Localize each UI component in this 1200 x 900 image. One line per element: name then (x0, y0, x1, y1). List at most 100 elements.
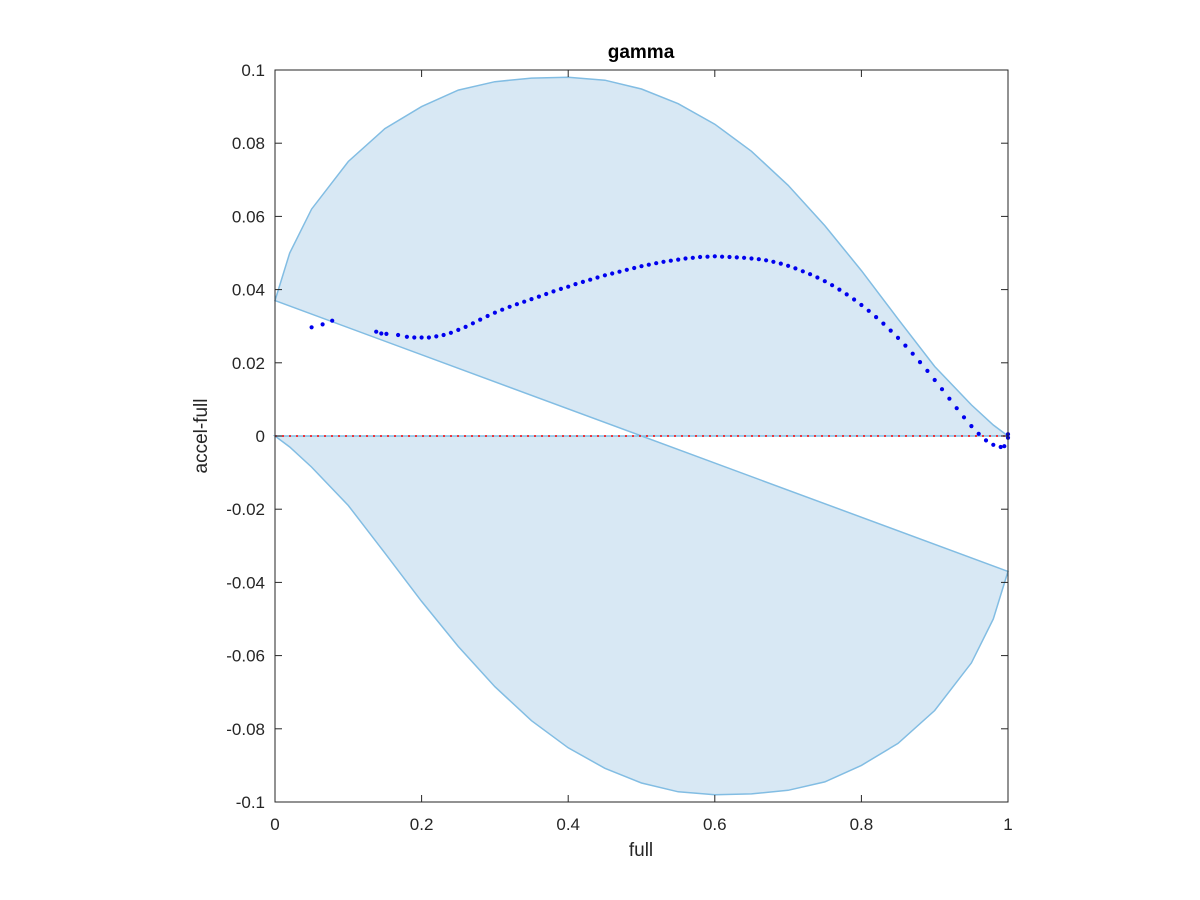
data-point (661, 259, 666, 264)
data-point (566, 284, 571, 289)
y-tick-label: 0 (256, 427, 265, 446)
data-point (485, 313, 490, 319)
data-point (610, 271, 615, 276)
data-point (925, 368, 930, 373)
data-point (712, 254, 717, 259)
y-tick-label: -0.1 (236, 793, 265, 812)
data-point (800, 269, 805, 274)
data-point (852, 297, 857, 302)
data-point (786, 263, 791, 268)
data-point (749, 256, 754, 261)
data-point (507, 304, 512, 309)
data-point (602, 273, 608, 278)
data-point (859, 302, 864, 308)
data-point (991, 442, 996, 447)
data-point (624, 267, 629, 272)
data-point (917, 360, 923, 365)
data-point (771, 259, 776, 264)
data-point (529, 297, 534, 302)
data-point (588, 277, 593, 282)
data-point (374, 329, 379, 334)
data-point (983, 438, 989, 443)
data-point (690, 255, 695, 260)
y-tick-label: 0.04 (232, 281, 265, 300)
data-point (910, 351, 915, 356)
data-point (379, 331, 384, 336)
data-point (764, 258, 769, 263)
points-layer (309, 254, 1011, 450)
data-point (441, 332, 446, 338)
x-tick-label: 0.2 (410, 815, 434, 834)
x-tick-label: 0.6 (703, 815, 727, 834)
y-tick-label: -0.08 (226, 720, 265, 739)
data-point (676, 257, 681, 262)
data-point (384, 331, 389, 336)
data-point (830, 283, 835, 288)
data-point (954, 406, 959, 411)
y-tick-label: 0.1 (241, 61, 265, 80)
data-point (961, 415, 967, 420)
tick-labels-layer: 0 0.2 0.4 0.6 0.8 1 0.1 0.08 0.06 0.04 0.02 0 -0.02 -… (226, 61, 1012, 834)
data-point (595, 275, 600, 280)
data-point (522, 299, 527, 304)
x-axis-label: full (629, 840, 653, 861)
data-point (654, 261, 659, 266)
data-point (742, 255, 747, 260)
data-point (822, 279, 827, 284)
data-point (463, 324, 468, 329)
data-point (1002, 444, 1007, 449)
y-axis-label: accel-full (191, 399, 212, 474)
data-point (932, 377, 937, 383)
data-point (815, 275, 820, 280)
data-point (456, 327, 461, 332)
data-point (756, 257, 761, 262)
data-point (309, 325, 314, 330)
data-point (976, 431, 981, 436)
data-point (492, 310, 497, 315)
data-point (895, 335, 901, 340)
x-tick-label: 1 (1003, 815, 1012, 834)
data-point (727, 254, 732, 260)
y-tick-label: -0.06 (226, 647, 265, 666)
data-point (778, 261, 783, 266)
data-point (544, 291, 549, 297)
data-point (844, 292, 849, 297)
data-point (580, 279, 586, 284)
data-point (683, 256, 688, 261)
data-point (320, 322, 325, 327)
data-point (947, 396, 952, 401)
y-tick-label: 0.02 (232, 354, 265, 373)
data-point (639, 264, 644, 269)
data-point (646, 262, 651, 267)
data-point (551, 289, 556, 294)
data-point (514, 302, 520, 307)
data-point (536, 294, 542, 299)
y-tick-label: 0.08 (232, 134, 265, 153)
data-point (793, 266, 798, 271)
data-point (837, 287, 842, 292)
data-point (470, 321, 475, 326)
data-point (903, 343, 908, 348)
x-tick-label: 0.8 (850, 815, 874, 834)
data-point (426, 335, 431, 340)
data-point (617, 269, 622, 274)
data-point (573, 282, 578, 287)
data-point (419, 335, 424, 340)
data-point (698, 254, 703, 260)
data-point (734, 255, 739, 260)
data-point (396, 332, 401, 338)
x-tick-label: 0 (270, 815, 279, 834)
data-point (434, 334, 439, 339)
data-point (500, 307, 505, 312)
data-point (866, 308, 871, 313)
data-point (881, 321, 886, 326)
data-point (874, 315, 879, 320)
chart-title: gamma (608, 42, 675, 63)
data-point (808, 272, 813, 277)
data-point (404, 334, 409, 339)
data-point (668, 258, 673, 263)
ticks-layer (274, 69, 1009, 803)
data-point (448, 330, 453, 335)
data-point (998, 444, 1003, 450)
